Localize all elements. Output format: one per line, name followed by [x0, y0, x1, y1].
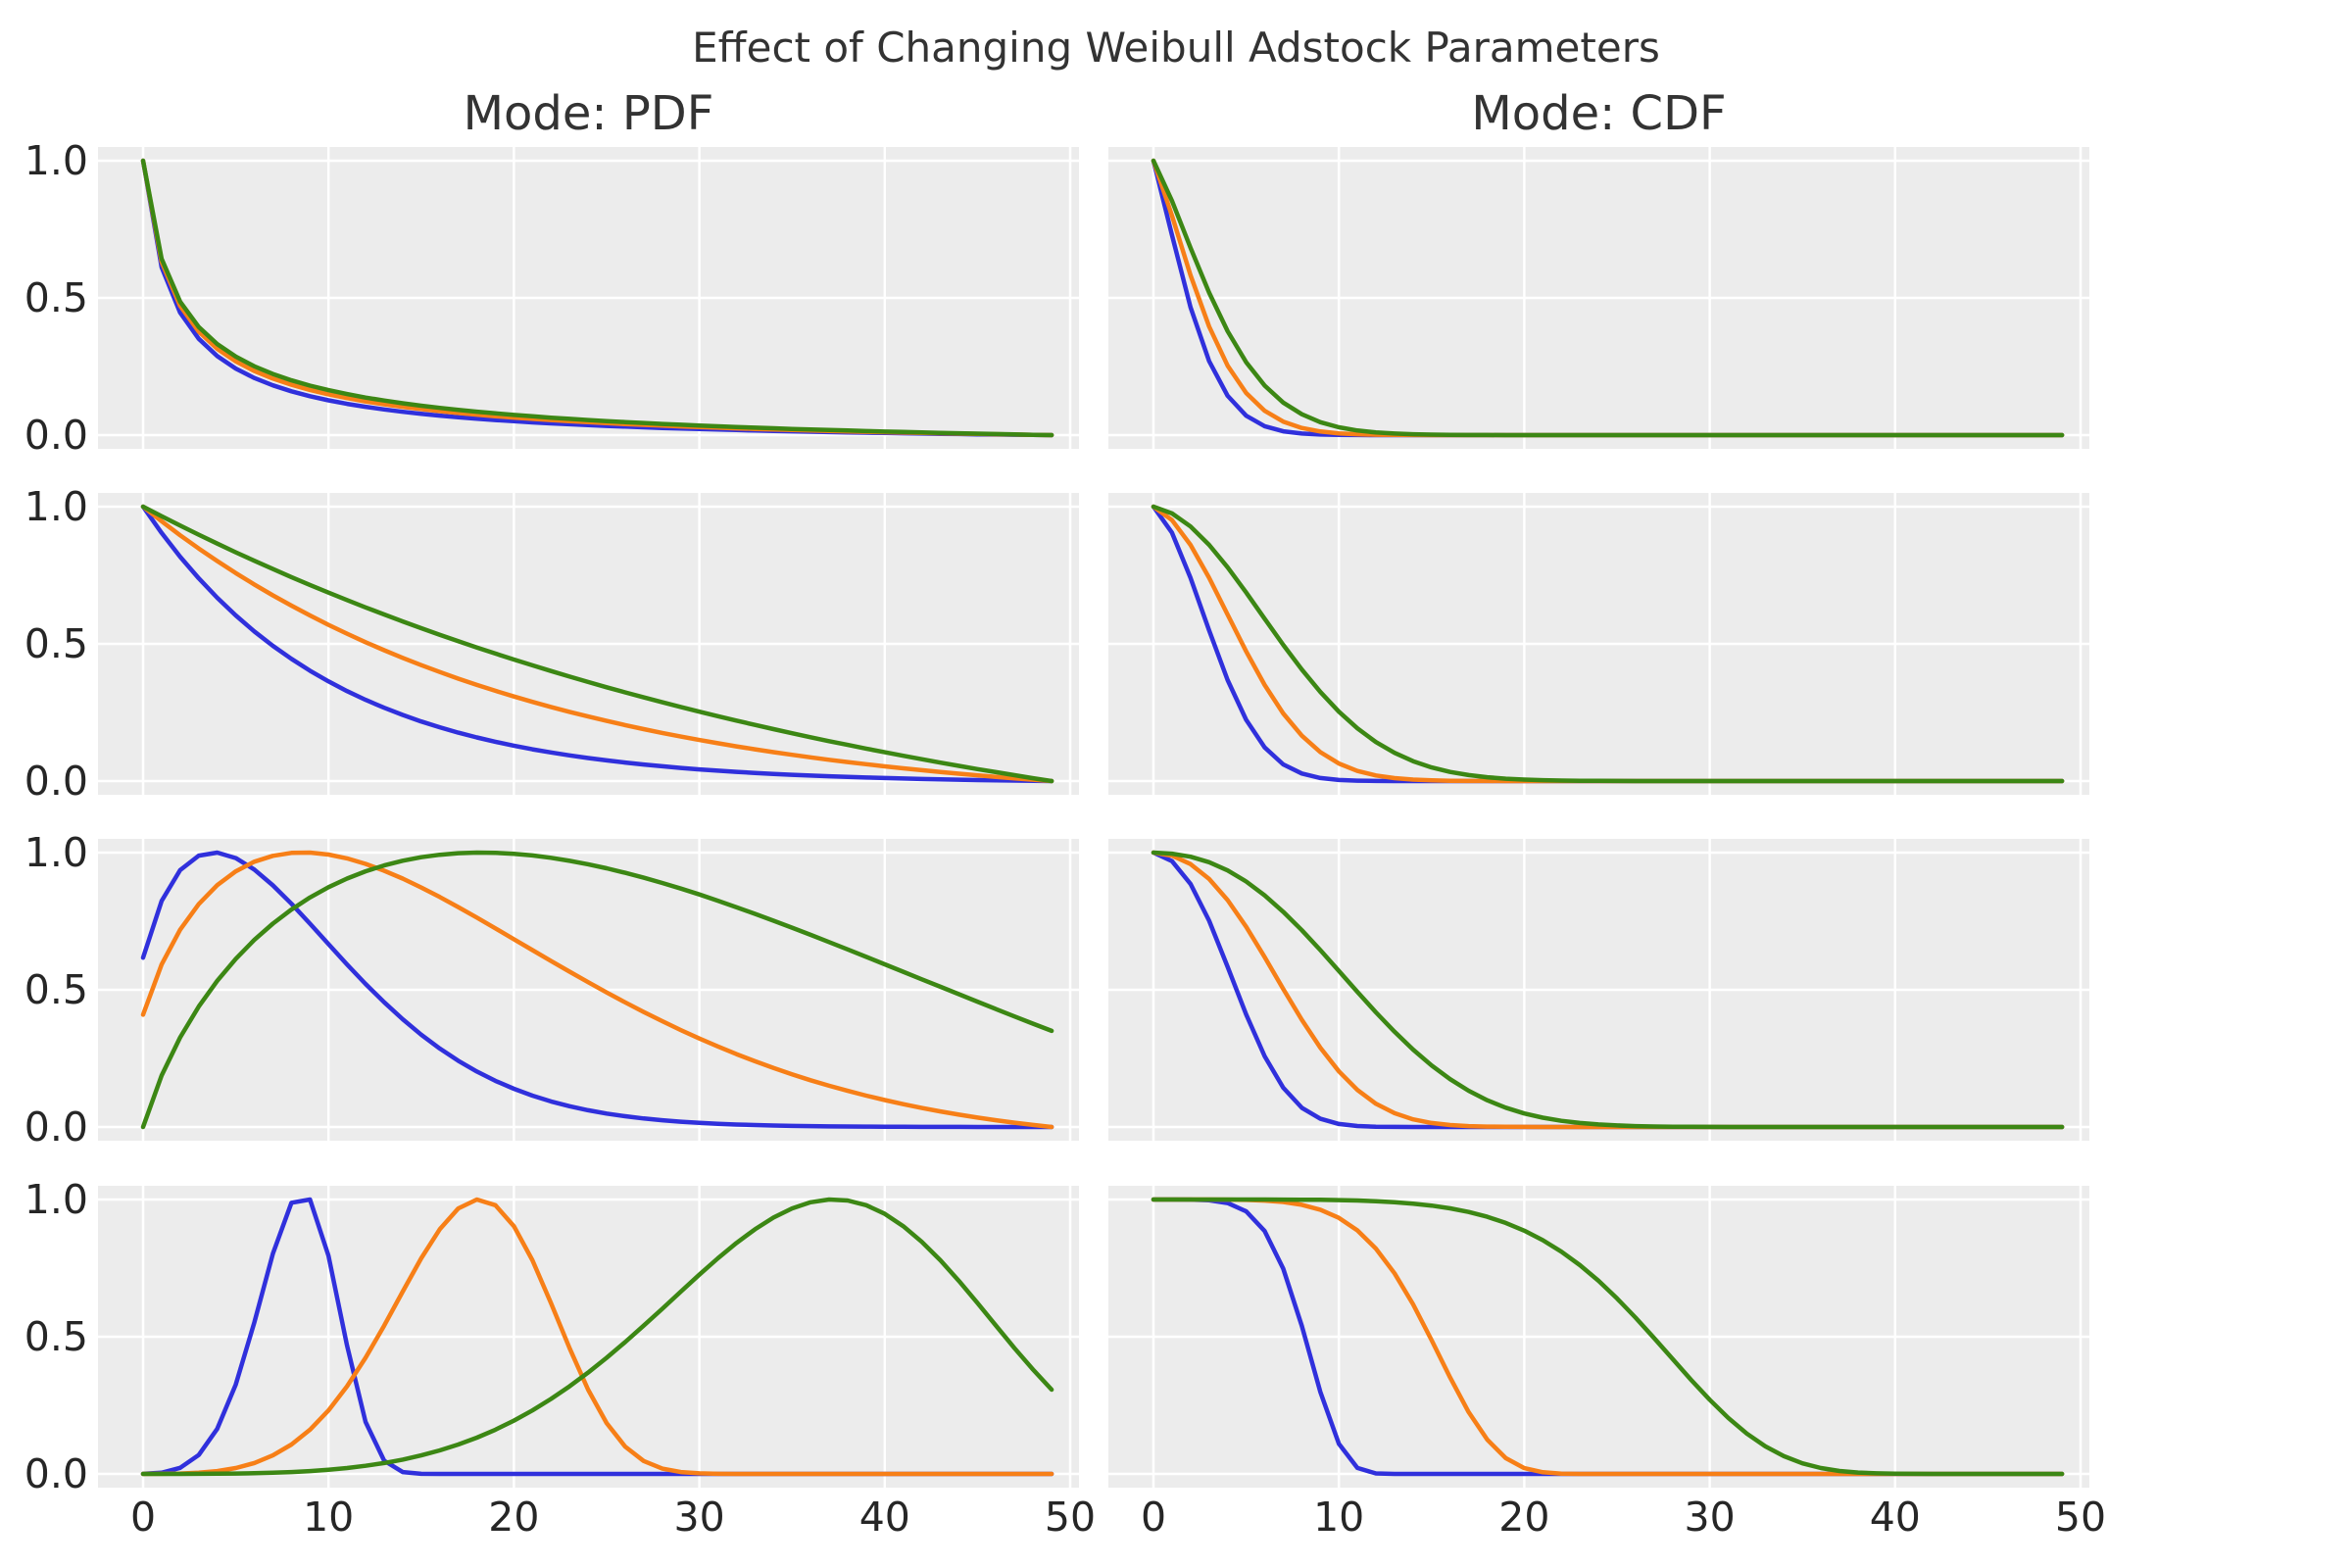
x-tick-label: 50 — [2054, 1494, 2107, 1541]
y-tick-label: 0.5 — [24, 274, 88, 321]
y-tick-label: 0.0 — [24, 412, 88, 459]
series-line-scale-10 — [140, 504, 1054, 784]
axes-cdf-shape-1 — [1108, 493, 2089, 795]
plot-area — [98, 493, 1079, 795]
axes-pdf-shape-1 — [98, 493, 1079, 795]
axes-cdf-shape-0.5 — [1108, 147, 2089, 449]
plot-area — [1108, 147, 2089, 449]
y-tick-label: 0.5 — [24, 966, 88, 1013]
series-line-scale-40 — [140, 504, 1054, 784]
x-tick-label: 20 — [1498, 1494, 1550, 1541]
axes-cdf-shape-1.5 — [1108, 839, 2089, 1141]
series-line-scale-40 — [1151, 504, 2065, 784]
subplot-title-cdf: Mode: CDF — [1471, 86, 1727, 141]
x-tick-label: 40 — [858, 1494, 910, 1541]
series-line-scale-40 — [1151, 158, 2065, 438]
series-line-scale-40 — [140, 1197, 1054, 1477]
series-line-scale-20 — [140, 504, 1054, 784]
axes-pdf-shape-0.5 — [98, 147, 1079, 449]
plot-area — [98, 839, 1079, 1141]
x-tick-label: 50 — [1044, 1494, 1097, 1541]
plot-area — [1108, 1186, 2089, 1488]
figure-title: Effect of Changing Weibull Adstock Param… — [692, 24, 1660, 72]
series-line-scale-20 — [140, 1197, 1054, 1477]
axes-pdf-shape-5 — [98, 1186, 1079, 1488]
y-tick-label: 0.0 — [24, 1450, 88, 1497]
y-tick-label: 0.0 — [24, 1103, 88, 1151]
x-tick-label: 0 — [1140, 1494, 1167, 1541]
series-line-scale-40 — [140, 158, 1054, 438]
axes-pdf-shape-1.5 — [98, 839, 1079, 1141]
series-line-scale-20 — [140, 850, 1054, 1130]
y-tick-label: 1.0 — [24, 1176, 88, 1223]
x-tick-label: 10 — [1313, 1494, 1365, 1541]
y-tick-label: 1.0 — [24, 137, 88, 184]
plot-area — [98, 147, 1079, 449]
x-tick-label: 0 — [129, 1494, 157, 1541]
series-line-scale-40 — [1151, 1197, 2065, 1477]
axes-cdf-shape-5 — [1108, 1186, 2089, 1488]
series-line-scale-40 — [140, 850, 1054, 1130]
plot-area — [1108, 839, 2089, 1141]
x-tick-label: 30 — [673, 1494, 725, 1541]
y-tick-label: 0.0 — [24, 758, 88, 805]
subplot-title-pdf: Mode: PDF — [463, 86, 714, 141]
x-tick-label: 40 — [1869, 1494, 1921, 1541]
series-line-scale-40 — [1151, 850, 2065, 1130]
y-tick-label: 0.5 — [24, 1313, 88, 1360]
y-tick-label: 1.0 — [24, 483, 88, 530]
x-tick-label: 30 — [1684, 1494, 1736, 1541]
y-tick-label: 1.0 — [24, 829, 88, 876]
plot-area — [98, 1186, 1079, 1488]
plot-area — [1108, 493, 2089, 795]
x-tick-label: 10 — [303, 1494, 355, 1541]
y-tick-label: 0.5 — [24, 620, 88, 667]
x-tick-label: 20 — [488, 1494, 540, 1541]
